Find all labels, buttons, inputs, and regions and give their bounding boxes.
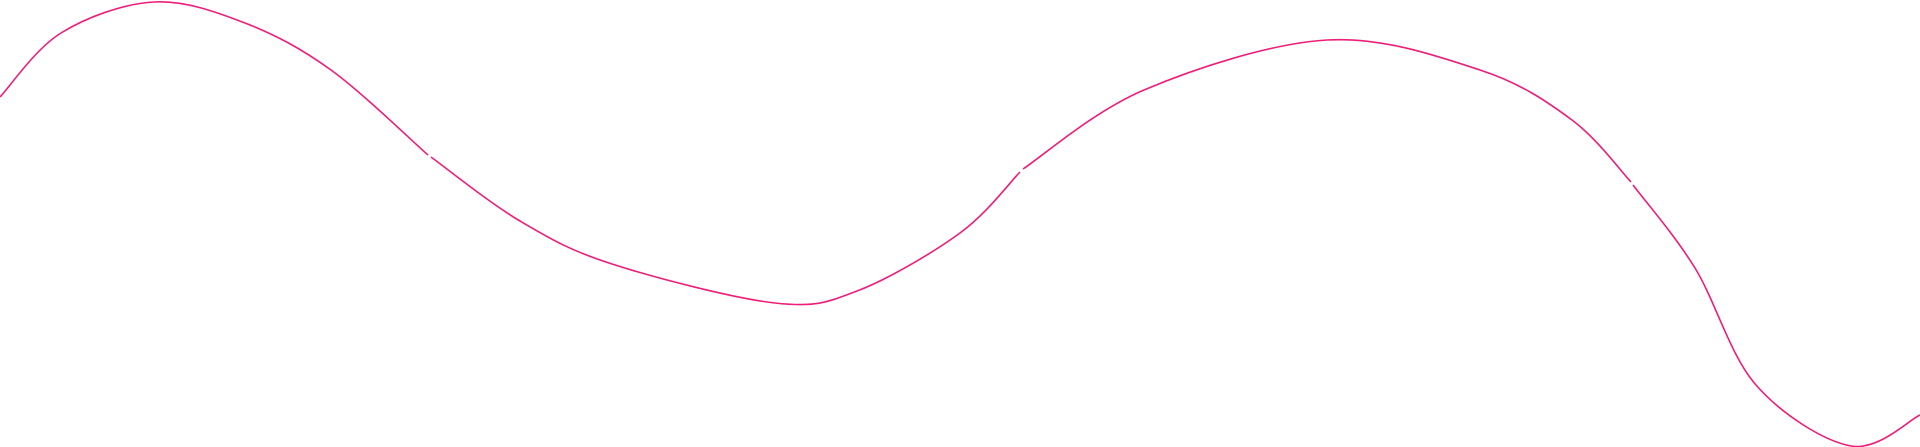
wave-segment-1 bbox=[0, 1, 429, 156]
wave-segment-3 bbox=[1022, 38, 1632, 183]
wave-segment-2 bbox=[430, 156, 1021, 306]
wave-segment-4 bbox=[1632, 184, 1920, 447]
